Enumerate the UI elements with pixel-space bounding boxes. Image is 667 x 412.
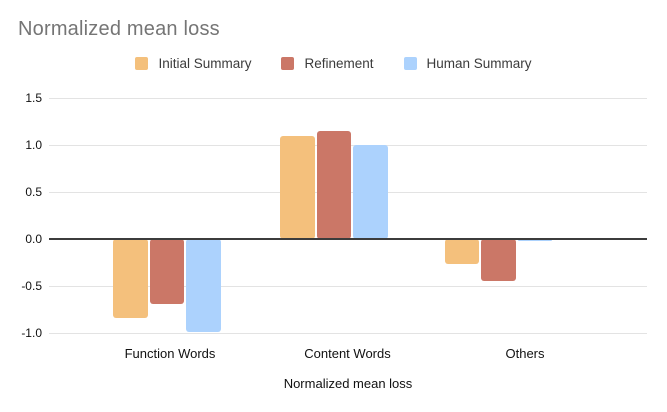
y-tick-label: 1.0	[25, 138, 42, 152]
x-category-label-content-words: Content Words	[304, 346, 391, 361]
gridline	[49, 98, 647, 99]
y-tick-label: 1.5	[25, 91, 42, 105]
bar-refinement-others	[481, 239, 516, 282]
x-category-label-others: Others	[505, 346, 545, 361]
y-tick-label: 0.0	[25, 232, 42, 246]
legend-label: Refinement	[304, 56, 374, 71]
bar-human-summary-function-words	[186, 239, 221, 333]
legend-item-refinement: Refinement	[281, 56, 374, 71]
x-axis-title: Normalized mean loss	[283, 376, 413, 391]
bar-initial-summary-function-words	[113, 239, 148, 318]
y-tick-label: -0.5	[21, 279, 42, 293]
legend-swatch-refinement	[281, 57, 295, 70]
y-tick-label: -1.0	[21, 326, 42, 340]
bar-initial-summary-content-words	[280, 135, 315, 239]
legend-item-human-summary: Human Summary	[403, 56, 532, 71]
x-category-label-function-words: Function Words	[124, 346, 216, 361]
bar-refinement-function-words	[149, 239, 184, 304]
zero-axis-line	[49, 238, 647, 240]
gridline	[49, 286, 647, 287]
legend: Initial Summary Refinement Human Summary	[0, 56, 667, 71]
bar-initial-summary-others	[444, 239, 479, 265]
legend-swatch-initial-summary	[135, 57, 149, 70]
legend-label: Initial Summary	[158, 56, 252, 71]
legend-label: Human Summary	[426, 56, 532, 71]
legend-item-initial-summary: Initial Summary	[135, 56, 251, 71]
gridline	[49, 333, 647, 334]
legend-swatch-human-summary	[403, 57, 417, 70]
y-tick-label: 0.5	[25, 185, 42, 199]
plot-area	[49, 98, 647, 334]
bar-refinement-content-words	[316, 130, 351, 239]
bar-human-summary-content-words	[353, 145, 388, 239]
chart-title: Normalized mean loss	[18, 18, 220, 40]
